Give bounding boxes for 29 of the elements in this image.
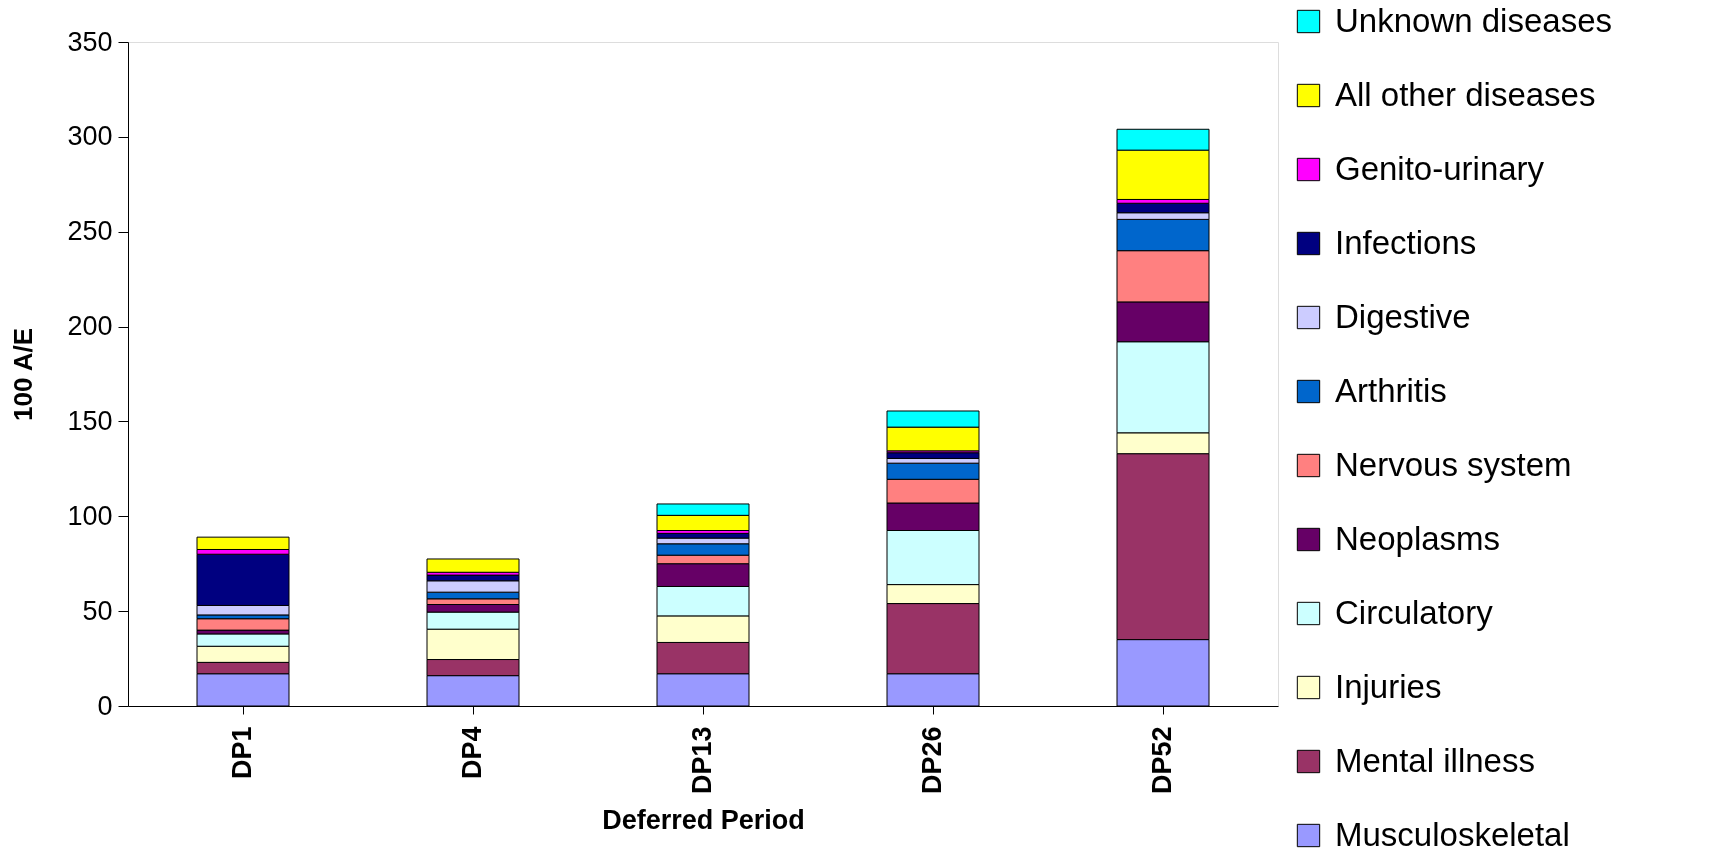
bar (426, 558, 520, 573)
y-tick-label: 0 (97, 690, 113, 721)
y-tick-label: 350 (67, 26, 113, 57)
legend-label: Unknown diseases (1335, 1, 1612, 39)
y-tick-label: 250 (67, 216, 113, 247)
legend-label: Arthritis (1335, 371, 1447, 409)
y-tick-label: 300 (67, 121, 113, 152)
y-tick-label: 50 (82, 595, 113, 626)
x-tick-label: DP1 (227, 726, 257, 780)
x-tick-label: DP26 (917, 726, 947, 795)
y-axis-title: 100 A/E (8, 328, 39, 421)
legend-label: Neoplasms (1335, 519, 1501, 557)
x-tick-label: DP13 (687, 726, 717, 795)
bar (196, 618, 290, 631)
legend-label: All other diseases (1335, 75, 1596, 113)
legend-label: Infections (1335, 223, 1477, 261)
legend-label: Injuries (1335, 667, 1442, 705)
legend-label: Mental illness (1335, 741, 1535, 779)
x-tick-label: DP4 (457, 726, 487, 780)
legend-label: Musculoskeletal (1335, 815, 1570, 853)
legend-label: Genito-urinary (1335, 149, 1545, 187)
legend-label: Digestive (1335, 297, 1471, 335)
y-tick-label: 200 (67, 311, 113, 342)
x-axis-title: Deferred Period (602, 805, 805, 836)
legend-label: Nervous system (1335, 445, 1572, 483)
legend-label: Circulatory (1335, 593, 1494, 631)
y-tick-label: 100 (67, 500, 113, 531)
y-tick-label: 150 (67, 405, 113, 436)
x-tick-label: DP52 (1147, 726, 1177, 795)
